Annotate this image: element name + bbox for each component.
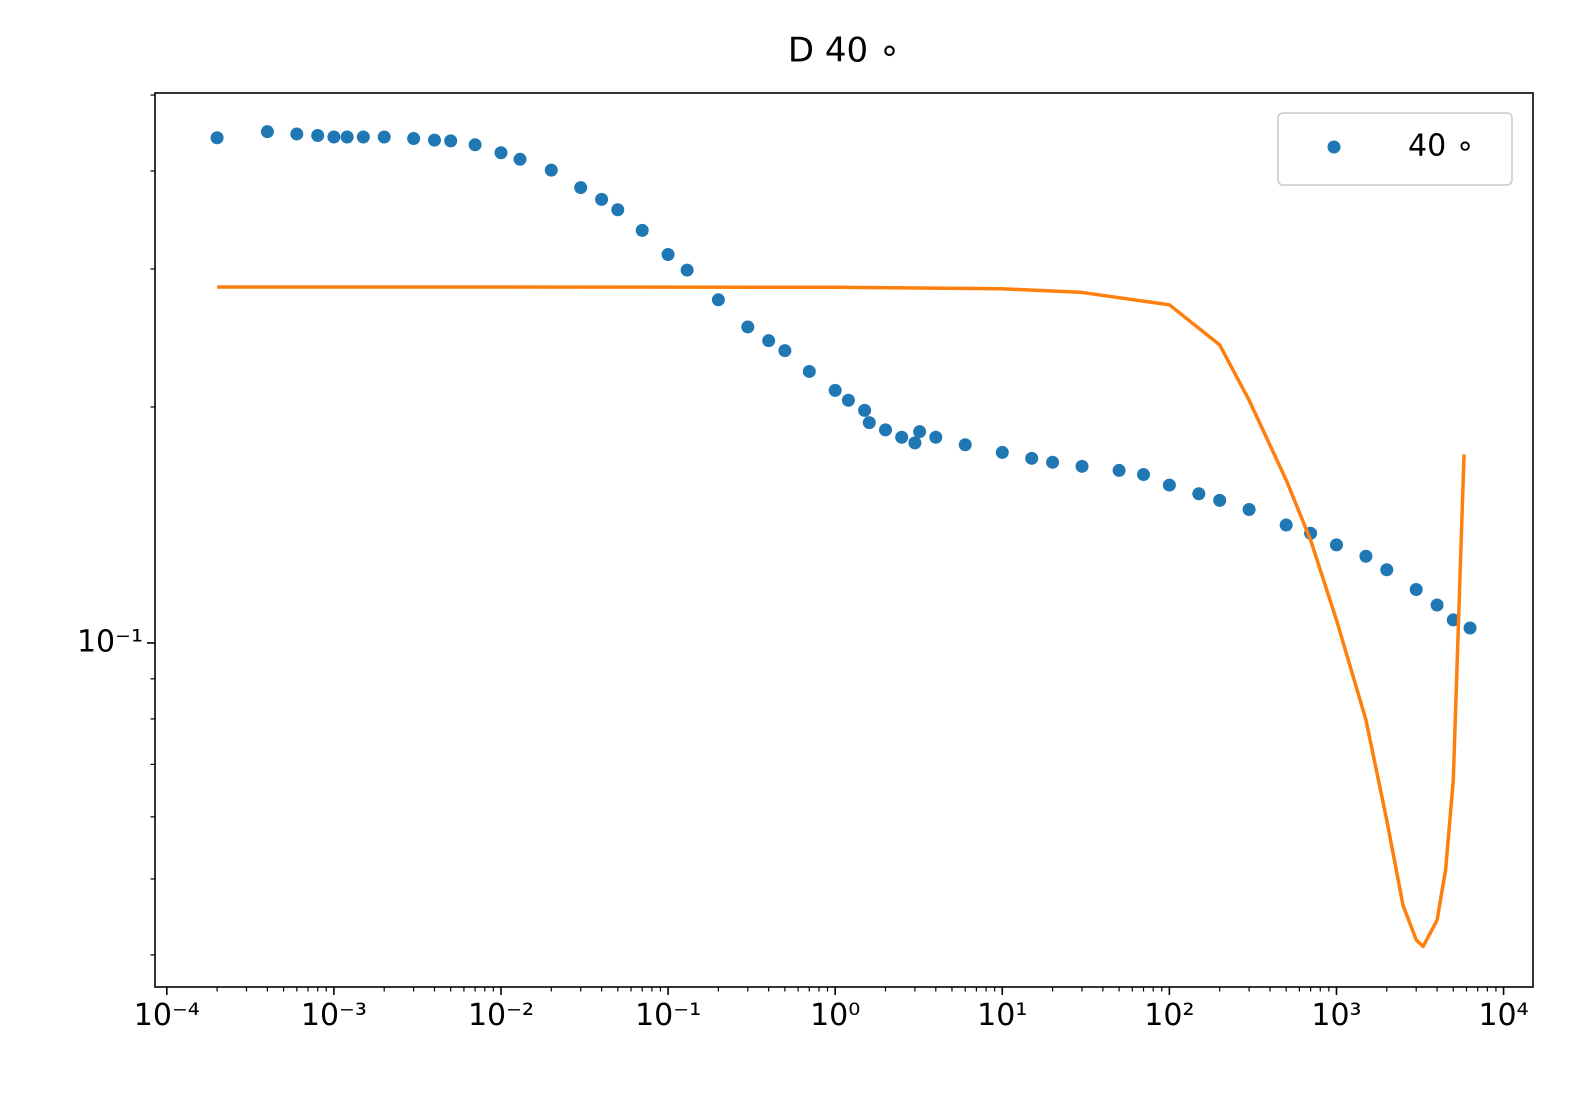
data-point bbox=[862, 416, 876, 430]
data-point bbox=[1046, 455, 1060, 469]
x-tick-label: 10⁻² bbox=[468, 998, 534, 1033]
data-point bbox=[1025, 451, 1039, 465]
data-point bbox=[407, 132, 421, 146]
x-tick-label: 10¹ bbox=[977, 998, 1027, 1033]
data-point bbox=[595, 192, 609, 206]
data-point bbox=[1112, 463, 1126, 477]
data-point bbox=[1192, 487, 1206, 501]
data-point bbox=[444, 134, 458, 148]
data-point bbox=[210, 131, 224, 145]
data-point bbox=[311, 128, 325, 142]
data-point bbox=[356, 130, 370, 144]
data-point bbox=[778, 344, 792, 358]
legend-box bbox=[1277, 112, 1513, 186]
line-series bbox=[217, 285, 1466, 949]
data-point bbox=[661, 247, 675, 261]
data-point bbox=[680, 263, 694, 277]
x-tick-label: 10⁰ bbox=[810, 998, 860, 1033]
data-point bbox=[1409, 583, 1423, 597]
data-point bbox=[513, 152, 527, 166]
data-point bbox=[858, 403, 872, 417]
x-tick-label: 10² bbox=[1144, 998, 1194, 1033]
data-point bbox=[958, 438, 972, 452]
data-point bbox=[741, 320, 755, 334]
data-point bbox=[762, 334, 776, 348]
data-point bbox=[468, 138, 482, 152]
x-tick-label: 10⁻³ bbox=[301, 998, 367, 1033]
data-point bbox=[1279, 518, 1293, 532]
chart-title: D 40 ∘ bbox=[788, 31, 900, 71]
data-point bbox=[1380, 563, 1394, 577]
data-point bbox=[828, 383, 842, 397]
data-point bbox=[841, 393, 855, 407]
data-point bbox=[1463, 621, 1477, 635]
data-point bbox=[1136, 468, 1150, 482]
x-tick-label: 10⁻⁴ bbox=[134, 998, 200, 1033]
data-point bbox=[1242, 502, 1256, 516]
data-point bbox=[340, 130, 354, 144]
data-point bbox=[1430, 598, 1444, 612]
data-point bbox=[711, 293, 725, 307]
x-tick-label: 10⁴ bbox=[1478, 998, 1528, 1033]
data-point bbox=[913, 425, 927, 439]
x-tick-label: 10³ bbox=[1311, 998, 1361, 1033]
data-point bbox=[908, 436, 922, 450]
data-point bbox=[327, 130, 341, 144]
data-point bbox=[1075, 459, 1089, 473]
data-point bbox=[895, 430, 909, 444]
data-point bbox=[878, 423, 892, 437]
data-point bbox=[1162, 478, 1176, 492]
data-point bbox=[260, 125, 274, 139]
x-tick-label: 10⁻¹ bbox=[635, 998, 701, 1033]
data-point bbox=[929, 430, 943, 444]
data-point bbox=[290, 127, 304, 141]
data-point bbox=[611, 203, 625, 217]
data-point bbox=[427, 133, 441, 147]
data-point bbox=[995, 445, 1009, 459]
data-point bbox=[1359, 549, 1373, 563]
data-point bbox=[494, 146, 508, 160]
data-point bbox=[1329, 538, 1343, 552]
legend-marker bbox=[1327, 140, 1341, 154]
data-point bbox=[802, 364, 816, 378]
data-point bbox=[377, 130, 391, 144]
legend-label: 40 ∘ bbox=[1408, 129, 1475, 164]
data-point bbox=[635, 223, 649, 237]
plot-frame bbox=[154, 92, 1534, 988]
data-point bbox=[1213, 493, 1227, 507]
data-point bbox=[574, 181, 588, 195]
data-point bbox=[544, 163, 558, 177]
y-tick-label: 10⁻¹ bbox=[77, 624, 143, 659]
data-point bbox=[1446, 613, 1460, 627]
